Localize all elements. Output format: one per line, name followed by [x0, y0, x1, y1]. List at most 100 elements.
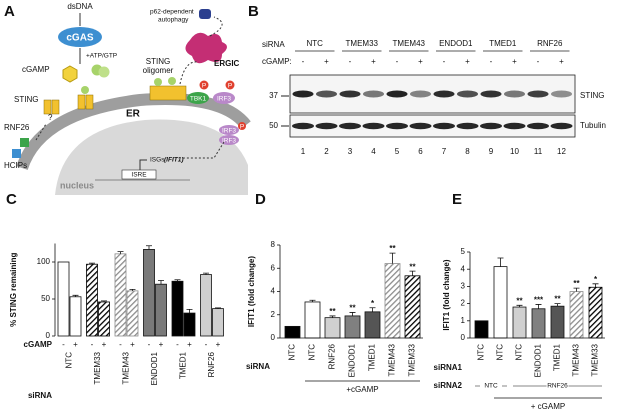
row-label: cGAMP: [262, 57, 292, 66]
bar [200, 274, 212, 337]
label: cGAMP [22, 65, 50, 74]
panel-a: A dsDNA cGAS +ATP/GTP cGAMP STING STING … [4, 2, 251, 195]
group-label: RNF26 [537, 39, 563, 48]
treatment-label: + [418, 57, 423, 66]
label: p62-dependent [150, 9, 194, 16]
treatment-label: - [62, 340, 65, 349]
mw-marker: 50 [269, 121, 278, 130]
x-tick-label: TMED1 [553, 343, 562, 371]
bar [324, 317, 341, 339]
label: ISGs [150, 157, 165, 164]
error-bar [349, 312, 356, 316]
tubulin-band [503, 122, 526, 130]
bar [143, 249, 155, 337]
label: cGAS [66, 33, 94, 44]
cgamp-shape [62, 65, 78, 83]
sting-shape [85, 94, 94, 110]
sting-band [480, 90, 502, 98]
cgamp-shape [154, 78, 162, 86]
label: P [202, 83, 206, 90]
label: ER [126, 109, 141, 120]
x-tick-label: TMEM33 [408, 343, 417, 376]
label-bg [546, 382, 569, 390]
irf3-shape [219, 125, 239, 135]
sting-band [457, 90, 478, 98]
sting-oligomer-shape [149, 85, 187, 101]
arrow [139, 159, 147, 170]
label: ISRE [131, 172, 147, 179]
x-tick-label: TMED1 [179, 351, 188, 379]
row-label: siRNA [28, 391, 52, 400]
rnf26-shape [20, 138, 29, 147]
bar [404, 275, 421, 339]
arrow [35, 123, 47, 141]
x-tick-label: NTC [65, 352, 74, 369]
lane-number: 5 [395, 147, 400, 156]
row-label: siRNA2 [434, 381, 463, 390]
bar [384, 263, 401, 339]
x-tick-label: ENDOD1 [150, 351, 159, 385]
x-tick-label: TMEM43 [572, 343, 581, 376]
label: +ATP/GTP [86, 53, 117, 60]
error-bar [146, 245, 152, 250]
x-tick-label: TMEM43 [122, 351, 131, 384]
treatment-label: + [73, 340, 78, 349]
sting-band [292, 90, 314, 98]
label: IRF3 [217, 96, 231, 103]
bar [531, 308, 546, 339]
bar [126, 290, 139, 337]
label: autophagy [158, 17, 189, 24]
treatment-label: - [396, 57, 399, 66]
row-label: cGAMP [24, 340, 53, 349]
bar [588, 286, 603, 339]
tubulin-band [433, 122, 455, 130]
lane-number: 2 [324, 147, 329, 156]
autophagy-icon [199, 9, 211, 19]
x-tick-label: ENDOD1 [534, 343, 543, 377]
cgamp-shape [81, 86, 89, 94]
error-bar [215, 307, 221, 309]
treatment-label: + [187, 340, 192, 349]
treatment-label: - [537, 57, 540, 66]
tubulin-band [527, 122, 549, 130]
error-bar [117, 251, 124, 254]
error-bar [389, 252, 396, 264]
bar [284, 325, 301, 339]
bar [569, 291, 584, 339]
x-tick-label: TMEM43 [388, 343, 397, 376]
y-axis-label: IFIT1 (fold change) [442, 259, 451, 330]
group-label: TMEM33 [346, 39, 379, 48]
label: HCIPs [4, 161, 27, 170]
bar [86, 263, 98, 337]
sting-shape [77, 94, 86, 110]
group-label: TMEM43 [393, 39, 426, 48]
hcips-shape [12, 149, 21, 158]
treatment-label: + [102, 340, 107, 349]
lane-number: 8 [465, 147, 470, 156]
tubulin-band [339, 122, 361, 130]
group-label: RNF26 [547, 383, 568, 390]
y-tick-label: 5 [461, 247, 466, 256]
error-bar [203, 272, 209, 275]
treatment-label: - [205, 340, 208, 349]
error-bar [554, 303, 561, 307]
y-tick-label: 6 [271, 263, 276, 272]
bar [155, 283, 167, 337]
lane-number: 7 [442, 147, 447, 156]
label: IRF3 [222, 128, 236, 135]
bar [474, 320, 489, 339]
error-bar [309, 299, 316, 302]
y-tick-label: 1 [461, 316, 466, 325]
group-label: NTC [484, 383, 498, 390]
isre-box [121, 169, 157, 180]
significance-label: * [594, 275, 598, 284]
sting-shape [43, 99, 52, 115]
treatment-label: + [324, 57, 329, 66]
bar [114, 253, 127, 337]
y-tick-label: 0 [461, 333, 466, 342]
error-bar [174, 279, 181, 282]
y-tick-label: 3 [461, 282, 466, 291]
error-bar [592, 283, 599, 288]
treatment-label: + [130, 340, 135, 349]
x-tick-label: NTC [308, 344, 317, 361]
